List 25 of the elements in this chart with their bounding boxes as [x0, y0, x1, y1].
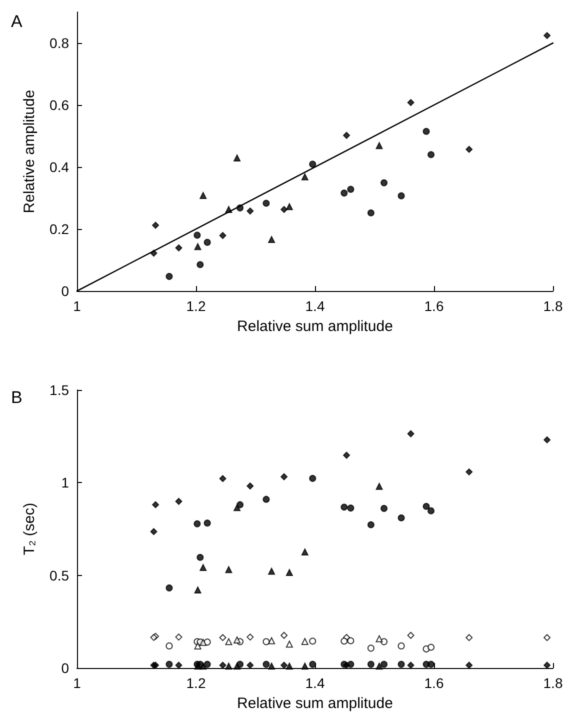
- x-tick-label: 1.6: [424, 298, 444, 314]
- x-tick-label: 1.8: [543, 675, 563, 691]
- y-tick-label: 0.5: [50, 567, 70, 584]
- x-tick-label: 1.4: [305, 298, 325, 314]
- x-tick-label: 1.6: [424, 675, 444, 691]
- x-tick-label: 1.8: [543, 298, 563, 314]
- y-tick-label: 0: [61, 283, 70, 299]
- y-tick-label: 1.5: [50, 382, 70, 398]
- y-tick-label: 0.4: [50, 159, 70, 175]
- y-tick-label: 0.2: [50, 221, 70, 237]
- y-tick-label: 0.8: [50, 35, 70, 51]
- x-tick-label: 1.2: [186, 298, 206, 314]
- y-axis-title: Relative amplitude: [21, 90, 38, 214]
- chart-title: B: [11, 388, 22, 407]
- x-tick-label: 1.2: [186, 675, 206, 691]
- x-tick-label: 1: [73, 675, 82, 691]
- x-tick-label: 1: [73, 298, 82, 314]
- y-tick-label: 0.6: [50, 97, 70, 113]
- x-axis-title: Relative sum amplitude: [237, 695, 393, 712]
- y-tick-label: 0: [61, 660, 70, 676]
- y-axis-title: T₂ (sec): [21, 502, 38, 556]
- x-axis-title: Relative sum amplitude: [237, 318, 393, 335]
- chart-title: A: [11, 12, 23, 31]
- x-tick-label: 1.4: [305, 675, 325, 691]
- y-tick-label: 1: [61, 474, 70, 491]
